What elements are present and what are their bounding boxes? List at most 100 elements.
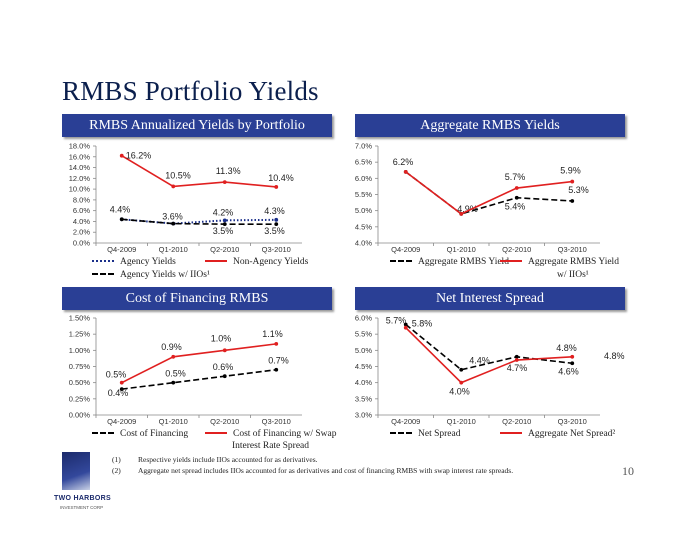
y-tick-label: 8.0% [73,195,90,204]
data-point [274,217,279,222]
data-label: 10.4% [268,173,294,183]
x-tick-label: Q1-2010 [159,245,188,254]
y-tick-label: 4.5% [355,362,372,371]
chart-1: 0.0% 2.0% 4.0% 6.0% 8.0%10.0% 12.0% 14.0% 16.0%… [69,142,302,254]
data-point [274,341,279,346]
x-tick-label: Q3-2010 [558,245,587,254]
series-line [405,323,573,371]
data-point [171,380,176,385]
legend-item: Aggregate RMBS Yield [500,257,619,267]
panel-header-aggregate-yields: Aggregate RMBS Yields [355,114,625,137]
y-tick-label: 6.0% [355,174,372,183]
legend-item: Agency Yields [92,257,176,267]
y-tick-label: 0.0% [73,239,90,248]
x-tick-label: Q2-2010 [210,245,239,254]
legend-item: Agency Yields w/ IIOs¹ [92,270,210,280]
data-point [459,212,464,216]
y-tick-label: 4.0% [355,378,372,387]
data-point [403,325,408,330]
chart-2: 4.0% 4.5% 5.0% 5.5% 6.0% 6.5% 7.0% Q4-2009 Q1-20… [355,142,600,254]
data-label: 4.3% [264,206,285,216]
y-tick-label: 6.5% [355,158,372,167]
data-point [119,153,124,158]
data-label: 3.5% [213,226,234,236]
data-label: 5.8% [412,318,433,328]
data-label: 0.9% [161,342,182,352]
legend-item: Cost of Financing w/ Swap [205,429,336,439]
series-line [121,343,277,384]
data-label: 1.1% [262,329,283,339]
data-point [119,217,124,222]
y-tick-label: 4.0% [73,217,90,226]
data-point [403,322,408,327]
y-tick-label: 18.0% [69,142,91,151]
x-tick-label: Q4-2009 [107,417,136,426]
data-label: 5.7% [386,316,407,326]
series-line [121,368,277,390]
data-point [514,354,519,359]
data-point [119,387,124,392]
y-tick-label: 5.5% [355,190,372,199]
y-tick-label: 4.0% [355,239,372,248]
data-point [570,361,575,366]
panel-header-net-interest-spread: Net Interest Spread [355,287,625,310]
y-tick-label: 5.0% [355,346,372,355]
data-label: 4.9% [457,204,478,214]
data-label: 5.7% [505,172,526,182]
series-line [405,327,573,384]
data-label: 11.3% [216,166,241,176]
legend-item: Net Spread [390,429,460,439]
data-label: 6.2% [393,157,414,167]
data-point [222,222,227,227]
data-label-extra: 4.8% [604,351,625,361]
y-tick-label: 5.0% [355,206,372,215]
data-label: 4.4% [110,204,131,214]
data-point [222,218,227,223]
series-line [405,171,573,215]
data-point [222,348,227,353]
x-tick-label: Q2-2010 [210,417,239,426]
data-point [222,374,227,379]
data-label: 0.7% [268,356,289,366]
legend-item: w/ IIOs¹ [557,270,589,280]
data-label: 3.5% [264,226,285,236]
data-point [274,367,279,372]
data-point [171,221,176,226]
page-number: 10 [622,464,634,478]
legend-item: Aggregate Net Spread² [500,429,615,439]
y-tick-label: 1.50% [69,314,91,323]
data-label: 4.8% [556,343,577,353]
data-point [119,380,124,385]
data-point [274,185,279,189]
page-title: RMBS Portfolio Yields [62,76,319,106]
data-point [459,380,464,385]
y-tick-label: 4.5% [355,222,372,231]
y-tick-label: 3.0% [355,411,372,420]
legend-item: Aggregate RMBS Yield [390,257,509,267]
y-tick-label: 14.0% [69,163,91,172]
panel-header-annualized-yields: RMBS Annualized Yields by Portfolio [62,114,332,137]
x-tick-label: Q4-2009 [107,245,136,254]
data-point [171,354,176,359]
data-label: 0.4% [108,388,129,398]
data-label: 0.6% [213,362,234,372]
data-label: 4.2% [213,207,234,217]
data-point [274,222,279,227]
data-point [514,195,519,200]
y-tick-label: 6.0% [73,206,90,215]
y-tick-label: 0.00% [69,411,91,420]
data-point [403,169,408,174]
logo-icon [62,452,90,490]
x-tick-label: Q3-2010 [262,245,291,254]
data-point [222,180,227,185]
data-point [570,354,575,359]
x-tick-label: Q4-2009 [391,417,420,426]
chart-4: 3.0% 3.5% 4.0% 4.5% 5.0% 5.5% 6.0% Q4-2009 Q1-20… [355,314,625,427]
legend-item: Interest Rate Spread [232,441,310,451]
panel-header-cost-of-financing: Cost of Financing RMBS [62,287,332,310]
x-tick-label: Q3-2010 [558,417,587,426]
y-tick-label: 6.0% [355,314,372,323]
data-point [459,367,464,372]
data-label: 4.0% [449,387,470,397]
